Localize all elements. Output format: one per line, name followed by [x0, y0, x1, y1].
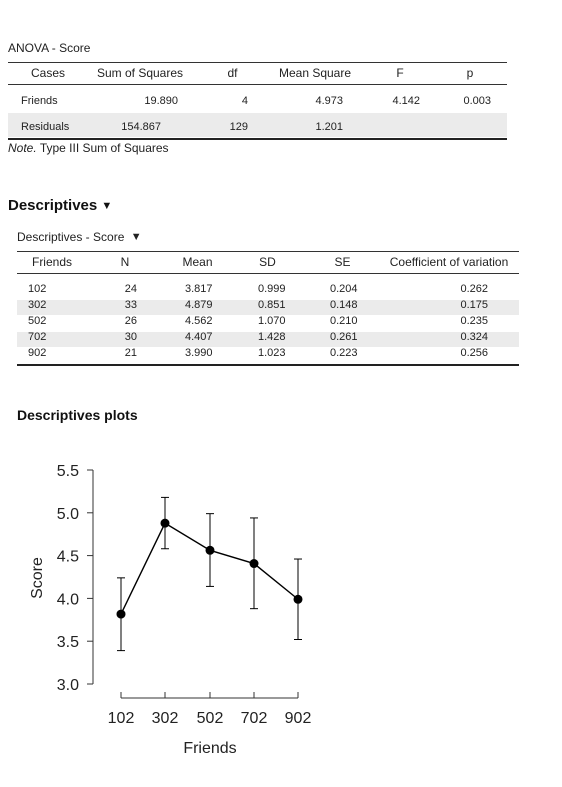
data-point [160, 518, 170, 528]
anova-row-friends-ss: 19.890 [144, 95, 178, 107]
descriptives-cell-se: 0.223 [330, 347, 358, 359]
y-tick-label: 4.0 [57, 591, 79, 608]
descriptives-cell-mean: 3.990 [185, 347, 213, 359]
chevron-down-icon[interactable]: ▼ [130, 231, 142, 243]
y-tick-label: 4.5 [57, 549, 79, 566]
descriptives-cell-mean: 4.562 [185, 315, 213, 327]
descriptives-cell-n: 30 [124, 331, 137, 343]
anova-note-text: Type III Sum of Squares [39, 141, 169, 155]
anova-col-mean-square: Mean Square [278, 66, 352, 80]
x-tick-label: 502 [197, 710, 224, 727]
y-axis-title: Score [29, 557, 46, 599]
descriptives-table-title-label: Descriptives - Score [17, 230, 125, 244]
descriptives-cell-sd: 1.070 [258, 315, 286, 327]
descriptives-table-title[interactable]: Descriptives - Score ▼ [17, 230, 142, 244]
anova-col-p: p [466, 66, 474, 80]
descriptives-cell-se: 0.261 [330, 331, 358, 343]
anova-row-residuals-band [8, 113, 507, 137]
descriptives-header-rule [17, 273, 519, 274]
anova-col-f: F [396, 66, 404, 80]
y-tick-label: 3.0 [57, 677, 79, 694]
x-tick-label: 302 [152, 710, 179, 727]
y-tick-label: 5.5 [57, 463, 79, 480]
descriptives-cell-cv: 0.256 [460, 347, 488, 359]
descriptives-bottom-rule [17, 364, 519, 366]
anova-bottom-rule [8, 138, 507, 140]
data-point [293, 594, 303, 604]
descriptives-cell-mean: 3.817 [185, 283, 213, 295]
descriptives-col-cv: Coefficient of variation [389, 255, 509, 269]
descriptives-col-sd: SD [259, 255, 276, 269]
descriptives-cell-mean: 4.879 [185, 299, 213, 311]
anova-row-residuals-ss: 154.867 [121, 121, 161, 133]
anova-header-rule [8, 84, 507, 85]
descriptives-top-rule [17, 251, 519, 252]
anova-note: Note. Type III Sum of Squares [8, 141, 169, 155]
anova-row-friends-p: 0.003 [463, 95, 491, 107]
y-tick-label: 3.5 [57, 634, 79, 651]
x-axis-title: Friends [183, 740, 236, 757]
descriptives-plots-heading: Descriptives plots [17, 407, 138, 423]
descriptives-cell-friends: 702 [28, 331, 47, 343]
data-point [116, 609, 126, 619]
descriptives-col-n: N [120, 255, 130, 269]
descriptives-col-mean: Mean [182, 255, 213, 269]
descriptives-cell-sd: 0.999 [258, 283, 286, 295]
data-point [205, 545, 215, 555]
chevron-down-icon[interactable]: ▼ [101, 200, 113, 212]
anova-col-df: df [227, 66, 238, 80]
descriptives-cell-friends: 102 [28, 283, 47, 295]
descriptives-cell-se: 0.148 [330, 299, 358, 311]
descriptives-cell-se: 0.210 [330, 315, 358, 327]
descriptives-cell-sd: 1.023 [258, 347, 286, 359]
x-tick-label: 102 [108, 710, 135, 727]
descriptives-heading-label: Descriptives [8, 197, 98, 214]
x-tick-label: 702 [241, 710, 268, 727]
descriptives-cell-friends: 902 [28, 347, 47, 359]
anova-row-residuals-ms: 1.201 [315, 121, 343, 133]
anova-col-sum-of-squares: Sum of Squares [96, 66, 184, 80]
descriptives-cell-friends: 302 [28, 299, 47, 311]
anova-row-friends-df: 4 [241, 95, 248, 107]
anova-col-cases: Cases [30, 66, 65, 80]
data-point [249, 559, 259, 569]
descriptives-col-se: SE [334, 255, 351, 269]
descriptives-cell-cv: 0.175 [460, 299, 488, 311]
anova-row-friends-case: Friends [21, 95, 58, 107]
descriptives-cell-n: 21 [124, 347, 137, 359]
descriptives-cell-n: 24 [124, 283, 137, 295]
anova-table-title: ANOVA - Score [8, 41, 91, 55]
descriptives-cell-friends: 502 [28, 315, 47, 327]
descriptives-cell-n: 33 [124, 299, 137, 311]
anova-top-rule [8, 62, 507, 63]
x-tick-label: 902 [285, 710, 312, 727]
descriptives-section-heading[interactable]: Descriptives ▼ [8, 197, 112, 214]
y-tick-label: 5.0 [57, 506, 79, 523]
anova-row-residuals-df: 129 [229, 121, 248, 133]
descriptives-cell-n: 26 [124, 315, 137, 327]
table-row-band [17, 332, 519, 347]
descriptives-cell-cv: 0.324 [460, 331, 488, 343]
descriptives-col-friends: Friends [31, 255, 72, 269]
descriptives-cell-sd: 1.428 [258, 331, 286, 343]
table-row-band [17, 300, 519, 315]
descriptives-cell-sd: 0.851 [258, 299, 286, 311]
descriptives-cell-mean: 4.407 [185, 331, 213, 343]
descriptives-cell-se: 0.204 [330, 283, 358, 295]
anova-note-prefix: Note. [8, 141, 37, 155]
descriptives-cell-cv: 0.235 [460, 315, 488, 327]
anova-row-friends-f: 4.142 [392, 95, 420, 107]
descriptives-plot: 3.0 3.5 4.0 4.5 5.0 5.5 102 302 502 702 902 Friends… [29, 463, 312, 757]
descriptives-cell-cv: 0.262 [460, 283, 488, 295]
anova-row-friends-ms: 4.973 [315, 95, 343, 107]
anova-row-residuals-case: Residuals [21, 121, 70, 133]
